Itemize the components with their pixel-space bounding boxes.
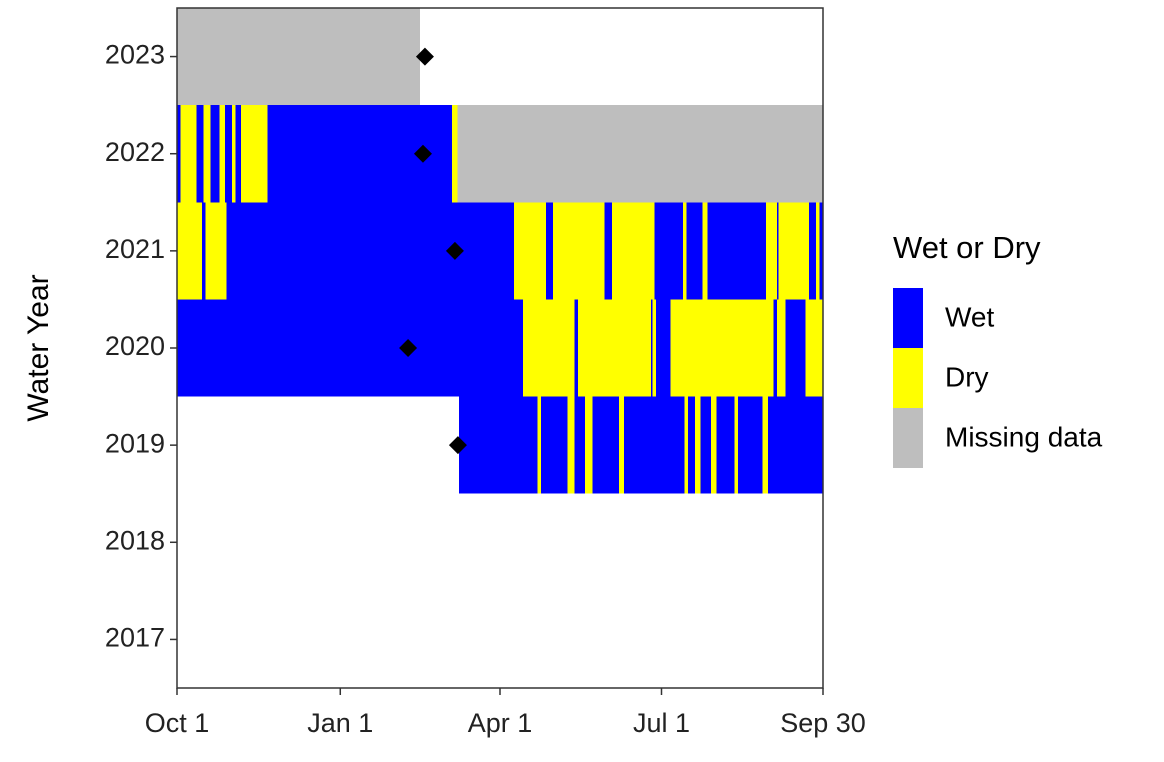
tile	[585, 396, 593, 494]
marker	[415, 47, 434, 66]
tile	[702, 202, 708, 300]
tile	[682, 202, 687, 300]
tile	[808, 202, 816, 300]
tile	[778, 202, 809, 300]
tile	[711, 396, 717, 494]
legend-key	[893, 288, 923, 348]
tile	[700, 396, 712, 494]
tile	[773, 299, 777, 397]
tile	[226, 202, 515, 300]
tile	[553, 202, 605, 300]
tile	[205, 202, 227, 300]
marker	[399, 339, 418, 357]
tile	[574, 396, 586, 494]
tile	[734, 396, 738, 494]
y-tick-label: 2018	[105, 525, 165, 555]
tile	[578, 299, 651, 397]
tile	[457, 105, 823, 203]
tile	[707, 202, 767, 300]
tile	[688, 396, 696, 494]
tile	[737, 396, 763, 494]
tile	[196, 105, 204, 203]
tile	[611, 202, 655, 300]
x-tick-label: Oct 1	[145, 708, 210, 738]
tile	[624, 396, 685, 494]
legend-label: Missing data	[945, 421, 1103, 452]
tile	[514, 202, 547, 300]
y-tick-label: 2021	[105, 234, 165, 264]
tile	[201, 202, 206, 300]
tile	[766, 202, 777, 300]
tile	[177, 105, 181, 203]
tile	[654, 202, 683, 300]
tile	[686, 202, 703, 300]
x-tick-label: Apr 1	[468, 708, 533, 738]
tile	[762, 396, 768, 494]
x-tick-label: Jul 1	[633, 708, 690, 738]
tile	[177, 299, 524, 397]
tile	[219, 105, 225, 203]
tile	[767, 396, 823, 494]
tile	[232, 105, 236, 203]
legend-title: Wet or Dry	[893, 230, 1041, 265]
y-tick-label: 2023	[105, 40, 165, 70]
tile	[224, 105, 233, 203]
legend-key	[893, 348, 923, 408]
tile	[537, 396, 541, 494]
x-tick-label: Sep 30	[780, 708, 866, 738]
tile	[604, 202, 612, 300]
tile	[656, 299, 671, 397]
tile	[177, 202, 202, 300]
tile	[546, 202, 554, 300]
tile	[567, 396, 575, 494]
tile	[618, 396, 625, 494]
tile	[670, 299, 774, 397]
y-axis-title: Water Year	[22, 274, 55, 421]
tile	[684, 396, 689, 494]
tile	[592, 396, 619, 494]
y-tick-label: 2019	[105, 428, 165, 458]
tile	[574, 299, 579, 397]
tile	[776, 299, 786, 397]
tile	[210, 105, 220, 203]
tile	[785, 299, 806, 397]
tile	[177, 8, 421, 106]
tile	[716, 396, 735, 494]
y-tick-label: 2020	[105, 331, 165, 361]
legend-label: Dry	[945, 361, 989, 392]
x-tick-label: Jan 1	[307, 708, 373, 738]
marker	[445, 241, 464, 260]
y-tick-label: 2022	[105, 137, 165, 167]
tile	[776, 202, 779, 300]
tile	[695, 396, 701, 494]
tile	[180, 105, 197, 203]
marker	[413, 144, 432, 163]
y-tick-label: 2017	[105, 623, 165, 653]
marker	[448, 436, 467, 455]
legend-label: Wet	[945, 301, 994, 332]
tile	[650, 299, 653, 397]
tile	[452, 105, 458, 203]
tile	[523, 299, 575, 397]
tile	[819, 202, 823, 300]
tile	[235, 105, 241, 203]
tile	[459, 396, 538, 494]
tile	[815, 202, 820, 300]
legend-key	[893, 408, 923, 468]
tile	[240, 105, 268, 203]
tile	[652, 299, 657, 397]
tile	[805, 299, 823, 397]
tile	[540, 396, 568, 494]
tile	[203, 105, 211, 203]
